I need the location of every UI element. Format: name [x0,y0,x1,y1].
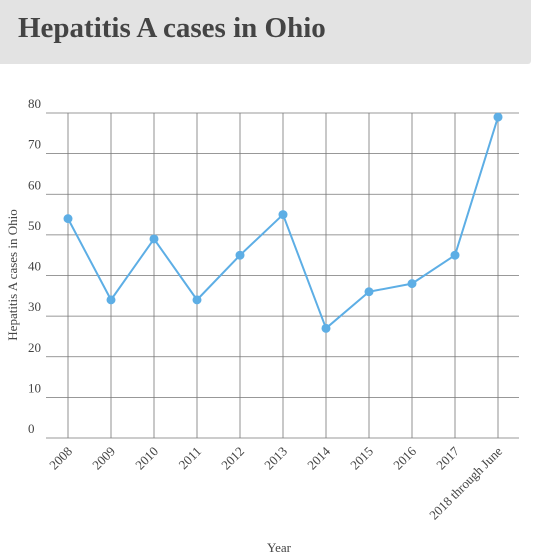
x-tick-label: 2010 [132,444,161,473]
x-tick-label: 2011 [175,444,204,473]
title-bar: Hepatitis A cases in Ohio [0,0,531,64]
y-tick-label: 10 [28,380,41,395]
x-tick-label: 2018 through June [426,443,505,522]
data-point[interactable] [364,287,374,297]
x-axis-ticks: 2008 2009 2010 2011 2012 2013 2014 2015 2016 2017… [46,443,505,522]
x-tick-label: 2014 [304,443,333,472]
y-tick-label: 20 [28,340,41,355]
grid [46,112,519,439]
x-axis-label: Year [267,540,292,555]
data-point[interactable] [235,250,245,260]
data-point[interactable] [106,295,116,305]
x-tick-label: 2013 [261,444,290,473]
x-tick-label: 2015 [347,444,376,473]
x-tick-label: 2009 [89,444,118,473]
x-tick-label: 2017 [433,443,462,472]
y-tick-label: 40 [28,259,41,274]
data-point[interactable] [450,250,460,260]
x-tick-label: 2016 [390,443,419,472]
x-tick-label: 2012 [218,444,247,473]
data-point[interactable] [149,234,159,244]
y-tick-label: 80 [28,96,41,111]
y-axis-ticks: 0 10 20 30 40 50 60 70 80 [28,96,41,436]
chart-title: Hepatitis A cases in Ohio [18,12,326,44]
y-tick-label: 70 [28,137,41,152]
data-point[interactable] [493,112,503,122]
y-axis-label: Hepatitis A cases in Ohio [5,209,20,340]
data-point[interactable] [321,323,331,333]
data-point[interactable] [192,295,202,305]
y-tick-label: 0 [28,421,35,436]
y-tick-label: 30 [28,299,41,314]
data-point[interactable] [63,214,73,224]
y-tick-label: 50 [28,218,41,233]
x-tick-label: 2008 [46,444,75,473]
series-cases [63,112,503,333]
data-point[interactable] [407,279,417,289]
data-point[interactable] [278,210,288,220]
y-tick-label: 60 [28,177,41,192]
